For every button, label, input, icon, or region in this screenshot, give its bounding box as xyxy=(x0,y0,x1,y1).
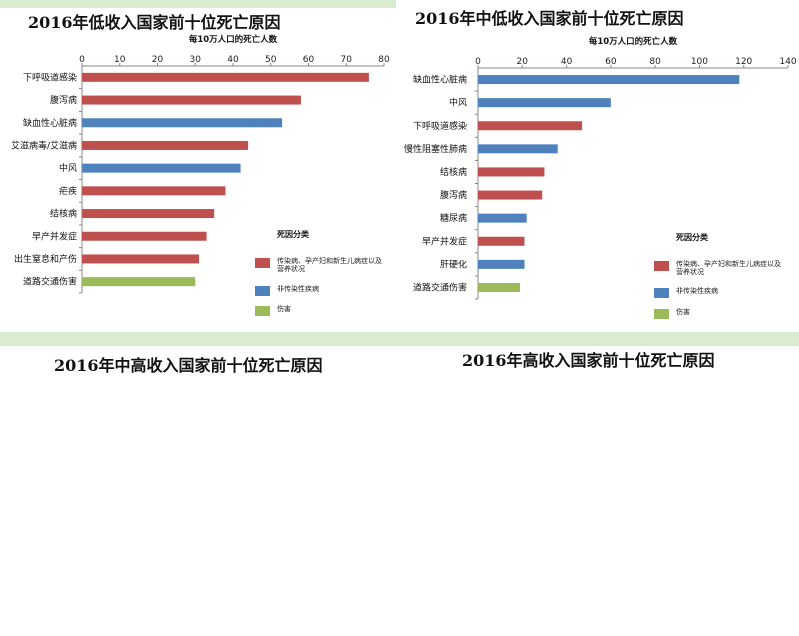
x-tick-label: 40 xyxy=(227,55,239,65)
bar xyxy=(478,190,543,200)
legend-title: 死因分类 xyxy=(276,229,309,239)
x-tick-label: 20 xyxy=(517,57,529,67)
x-tick-label: 70 xyxy=(341,55,353,65)
legend-label: 传染病、孕产妇和新生儿病症以及 xyxy=(277,256,382,265)
bar xyxy=(478,167,545,177)
legend-label: 营养状况 xyxy=(676,267,704,276)
bar xyxy=(82,140,249,150)
x-tick-label: 120 xyxy=(735,57,752,67)
legend-title: 死因分类 xyxy=(675,232,708,242)
bar-chart: 每10万人口的死亡人数020406080100120140160缺血性心脏病中风… xyxy=(0,346,396,636)
bar xyxy=(82,186,226,196)
chart-panel-lower-middle-income: 2016年中低收入国家前十位死亡原因 每10万人口的死亡人数 0 20 40 60 80 1… xyxy=(400,0,799,340)
legend-swatch xyxy=(654,309,669,319)
category-label: 下呼吸道感染 xyxy=(23,71,77,83)
category-label: 道路交通伤害 xyxy=(23,276,77,288)
bar xyxy=(478,144,558,154)
legend-label: 伤害 xyxy=(277,304,291,313)
category-label: 缺血性心脏病 xyxy=(23,117,77,129)
bar xyxy=(82,209,215,219)
bar xyxy=(82,231,207,241)
legend-swatch xyxy=(255,258,270,268)
x-tick-label: 80 xyxy=(378,55,390,65)
bar xyxy=(82,277,196,287)
legend-label: 营养状况 xyxy=(277,264,305,273)
bar xyxy=(82,163,241,173)
category-label: 早产并发症 xyxy=(422,235,467,247)
chart-title: 2016年中高收入国家前十位死亡原因 xyxy=(54,356,323,375)
category-label: 腹泻病 xyxy=(440,189,467,201)
bar xyxy=(478,75,740,85)
x-tick-label: 30 xyxy=(190,55,202,65)
chart-title: 2016年高收入国家前十位死亡原因 xyxy=(462,351,715,370)
category-label: 肝硬化 xyxy=(440,258,467,270)
x-tick-label: 60 xyxy=(303,55,315,65)
category-label: 腹泻病 xyxy=(50,94,77,106)
x-tick-label: 20 xyxy=(152,55,164,65)
x-tick-label: 10 xyxy=(114,55,126,65)
bar xyxy=(478,121,583,131)
chart-panel-high-income: 2016年高收入国家前十位死亡原因 每10万人口的死亡人数02040608010… xyxy=(400,346,799,636)
legend-label: 非传染性疾病 xyxy=(277,284,319,293)
bar-chart: 每10万人口的死亡人数 0 10 20 30 40 50 60 70 80 下呼吸道感染腹泻病缺血性… xyxy=(11,34,390,316)
x-tick-label: 0 xyxy=(79,55,85,65)
bar xyxy=(478,259,525,269)
x-tick-label: 100 xyxy=(691,57,708,67)
category-label: 道路交通伤害 xyxy=(413,281,467,293)
category-label: 艾滋病毒/艾滋病 xyxy=(11,139,77,151)
category-label: 出生窒息和产伤 xyxy=(14,253,77,265)
category-label: 结核病 xyxy=(50,208,77,220)
bar xyxy=(82,254,200,264)
x-axis-title: 每10万人口的死亡人数 xyxy=(589,36,678,47)
legend-swatch xyxy=(654,288,669,298)
x-tick-label: 80 xyxy=(649,57,661,67)
legend-swatch xyxy=(255,286,270,296)
chart-panel-upper-middle-income: 2016年中高收入国家前十位死亡原因 每10万人口的死亡人数0204060801… xyxy=(0,346,396,636)
legend-label: 传染病、孕产妇和新生儿病症以及 xyxy=(676,259,781,268)
x-tick-label: 50 xyxy=(265,55,277,65)
category-label: 下呼吸道感染 xyxy=(413,120,467,132)
chart-panel-low-income: 2016年低收入国家前十位死亡原因 每10万人口的死亡人数 0 10 20 30 40 50… xyxy=(0,0,396,340)
category-label: 疟疾 xyxy=(59,185,77,197)
bar xyxy=(478,213,527,223)
legend-swatch xyxy=(255,306,270,316)
chart-title: 2016年低收入国家前十位死亡原因 xyxy=(28,13,281,32)
x-tick-label: 0 xyxy=(475,57,481,67)
bar xyxy=(478,236,525,246)
x-axis-title: 每10万人口的死亡人数 xyxy=(189,34,278,45)
x-tick-label: 140 xyxy=(779,57,796,67)
category-label: 中风 xyxy=(59,162,77,174)
title-band xyxy=(0,0,396,8)
bar xyxy=(82,72,369,82)
legend-swatch xyxy=(654,261,669,271)
bar xyxy=(478,98,611,108)
bar xyxy=(478,282,521,292)
x-tick-label: 40 xyxy=(561,57,573,67)
category-label: 中风 xyxy=(449,97,467,109)
bar xyxy=(82,118,283,128)
category-label: 结核病 xyxy=(440,166,467,178)
category-label: 慢性阻塞性肺病 xyxy=(404,143,467,155)
x-tick-label: 60 xyxy=(605,57,617,67)
bar-chart: 每10万人口的死亡人数020406080100120140160缺血性心脏病中风… xyxy=(400,346,799,636)
separator-band xyxy=(0,332,799,346)
category-label: 早产并发症 xyxy=(32,230,77,242)
bar-chart: 每10万人口的死亡人数 0 20 40 60 80 100 120 140 缺血性心脏病中风下呼吸… xyxy=(404,36,797,319)
chart-title: 2016年中低收入国家前十位死亡原因 xyxy=(415,9,684,28)
legend-label: 非传染性疾病 xyxy=(676,286,718,295)
category-label: 缺血性心脏病 xyxy=(413,74,467,86)
category-label: 糖尿病 xyxy=(440,212,467,224)
bar xyxy=(82,95,301,105)
legend-label: 伤害 xyxy=(676,307,690,316)
